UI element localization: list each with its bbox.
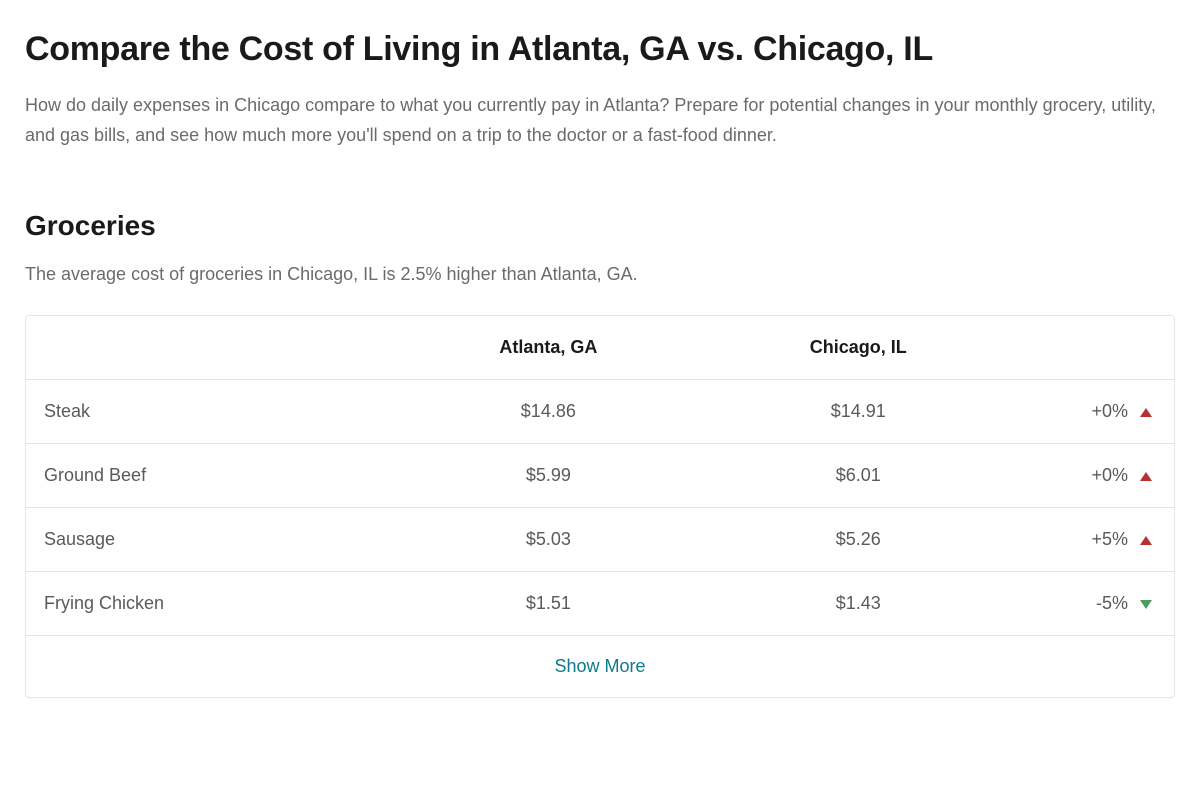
cell-change: +0% [1013, 444, 1174, 508]
cell-city-b: $14.91 [703, 380, 1013, 444]
cell-item: Steak [26, 380, 393, 444]
cell-item: Frying Chicken [26, 572, 393, 636]
groceries-table: Atlanta, GA Chicago, IL Steak $14.86 $14… [26, 316, 1174, 697]
page-title: Compare the Cost of Living in Atlanta, G… [25, 30, 1175, 69]
cell-item: Sausage [26, 508, 393, 572]
cell-change: +0% [1013, 380, 1174, 444]
cell-item: Ground Beef [26, 444, 393, 508]
cell-city-a: $5.99 [393, 444, 703, 508]
change-value: -5% [1096, 593, 1128, 613]
table-row: Sausage $5.03 $5.26 +5% [26, 508, 1174, 572]
groceries-table-container: Atlanta, GA Chicago, IL Steak $14.86 $14… [25, 315, 1175, 698]
header-city-a: Atlanta, GA [393, 316, 703, 380]
cell-city-a: $14.86 [393, 380, 703, 444]
header-item [26, 316, 393, 380]
cell-city-a: $5.03 [393, 508, 703, 572]
table-header-row: Atlanta, GA Chicago, IL [26, 316, 1174, 380]
change-value: +0% [1091, 401, 1128, 421]
triangle-up-icon [1140, 536, 1152, 545]
cell-change: +5% [1013, 508, 1174, 572]
header-change [1013, 316, 1174, 380]
cell-change: -5% [1013, 572, 1174, 636]
table-row: Frying Chicken $1.51 $1.43 -5% [26, 572, 1174, 636]
cell-city-b: $1.43 [703, 572, 1013, 636]
table-body: Steak $14.86 $14.91 +0% Ground Beef $5.9… [26, 380, 1174, 698]
show-more-row: Show More [26, 636, 1174, 698]
change-value: +0% [1091, 465, 1128, 485]
header-city-b: Chicago, IL [703, 316, 1013, 380]
triangle-down-icon [1140, 600, 1152, 609]
page-description: How do daily expenses in Chicago compare… [25, 91, 1165, 150]
show-more-button[interactable]: Show More [554, 656, 645, 676]
cell-city-b: $5.26 [703, 508, 1013, 572]
triangle-up-icon [1140, 408, 1152, 417]
table-row: Steak $14.86 $14.91 +0% [26, 380, 1174, 444]
table-row: Ground Beef $5.99 $6.01 +0% [26, 444, 1174, 508]
cell-city-b: $6.01 [703, 444, 1013, 508]
triangle-up-icon [1140, 472, 1152, 481]
cell-city-a: $1.51 [393, 572, 703, 636]
change-value: +5% [1091, 529, 1128, 549]
section-description: The average cost of groceries in Chicago… [25, 264, 1175, 285]
section-title: Groceries [25, 210, 1175, 242]
